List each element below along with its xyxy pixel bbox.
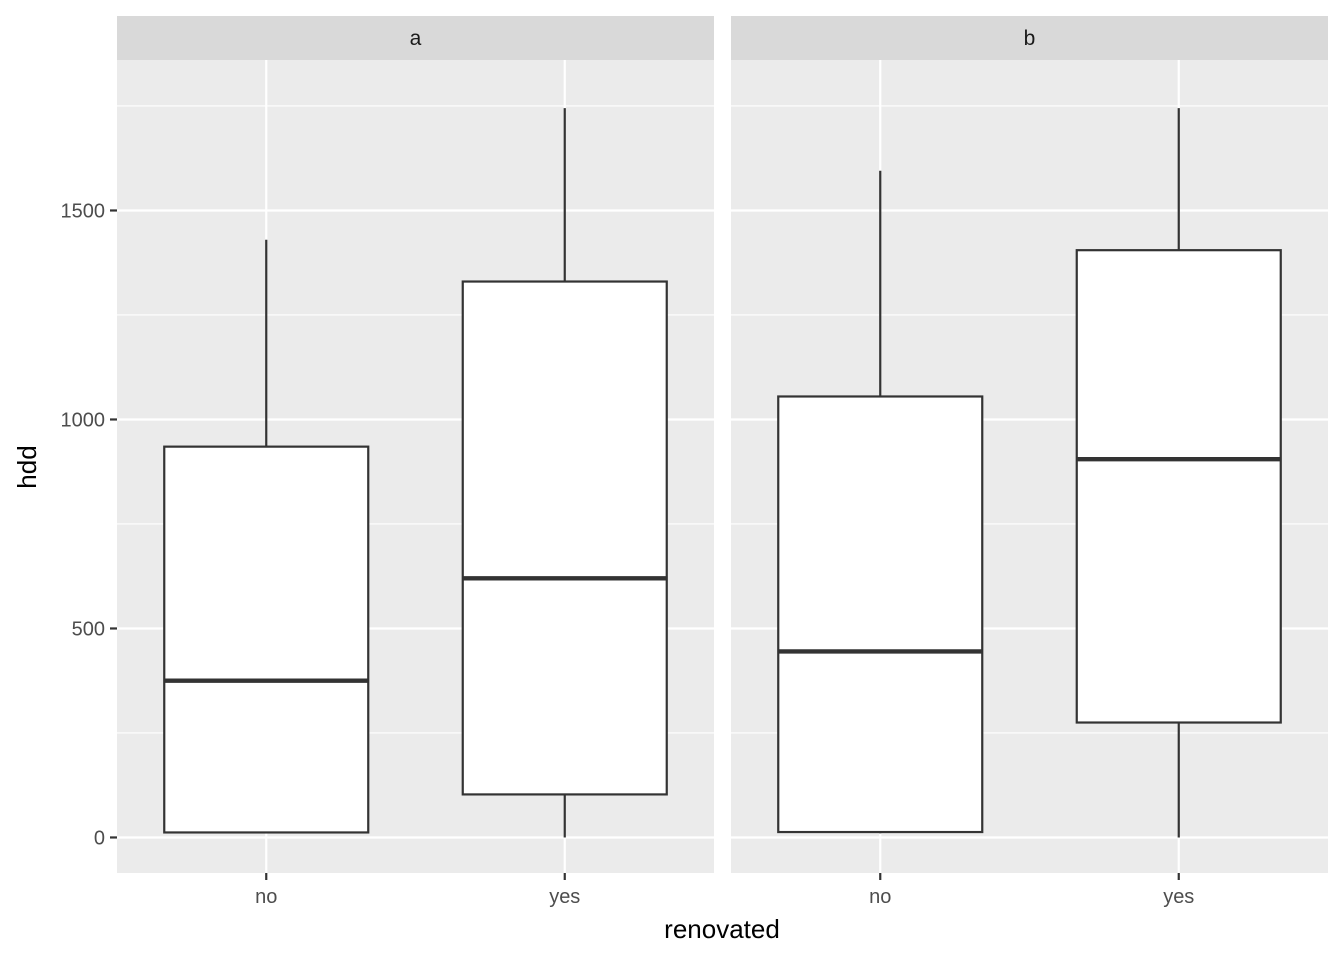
box-iqr — [163, 445, 370, 834]
y-axis: 0 500 1000 1500 — [61, 200, 117, 849]
box-iqr — [1075, 249, 1282, 724]
y-tick-label: 1500 — [61, 200, 106, 222]
facets: a no yes b no yes — [117, 16, 1328, 908]
y-tick-label: 1000 — [61, 409, 106, 431]
facet-strip — [731, 16, 1328, 60]
x-tick-label: yes — [1163, 886, 1194, 908]
facet-strip-label: a — [410, 27, 422, 50]
box-a-no — [163, 239, 370, 834]
box-b-yes — [1075, 108, 1282, 838]
box-iqr — [777, 395, 984, 834]
facet-panel-b: b no yes — [731, 16, 1328, 908]
facet-strip — [117, 16, 714, 60]
box-a-yes — [461, 108, 668, 838]
x-tick-label: yes — [549, 886, 580, 908]
x-tick-label: no — [869, 886, 891, 908]
y-axis-title: hdd — [12, 445, 42, 488]
x-tick-label: no — [255, 886, 277, 908]
x-axis-title: renovated — [664, 914, 780, 944]
facet-panel-a: a no yes — [117, 16, 714, 908]
box-b-no — [777, 170, 984, 834]
facet-strip-label: b — [1024, 27, 1036, 50]
y-tick-label: 0 — [94, 827, 105, 849]
box-iqr — [461, 280, 668, 796]
y-tick-label: 500 — [72, 618, 105, 640]
